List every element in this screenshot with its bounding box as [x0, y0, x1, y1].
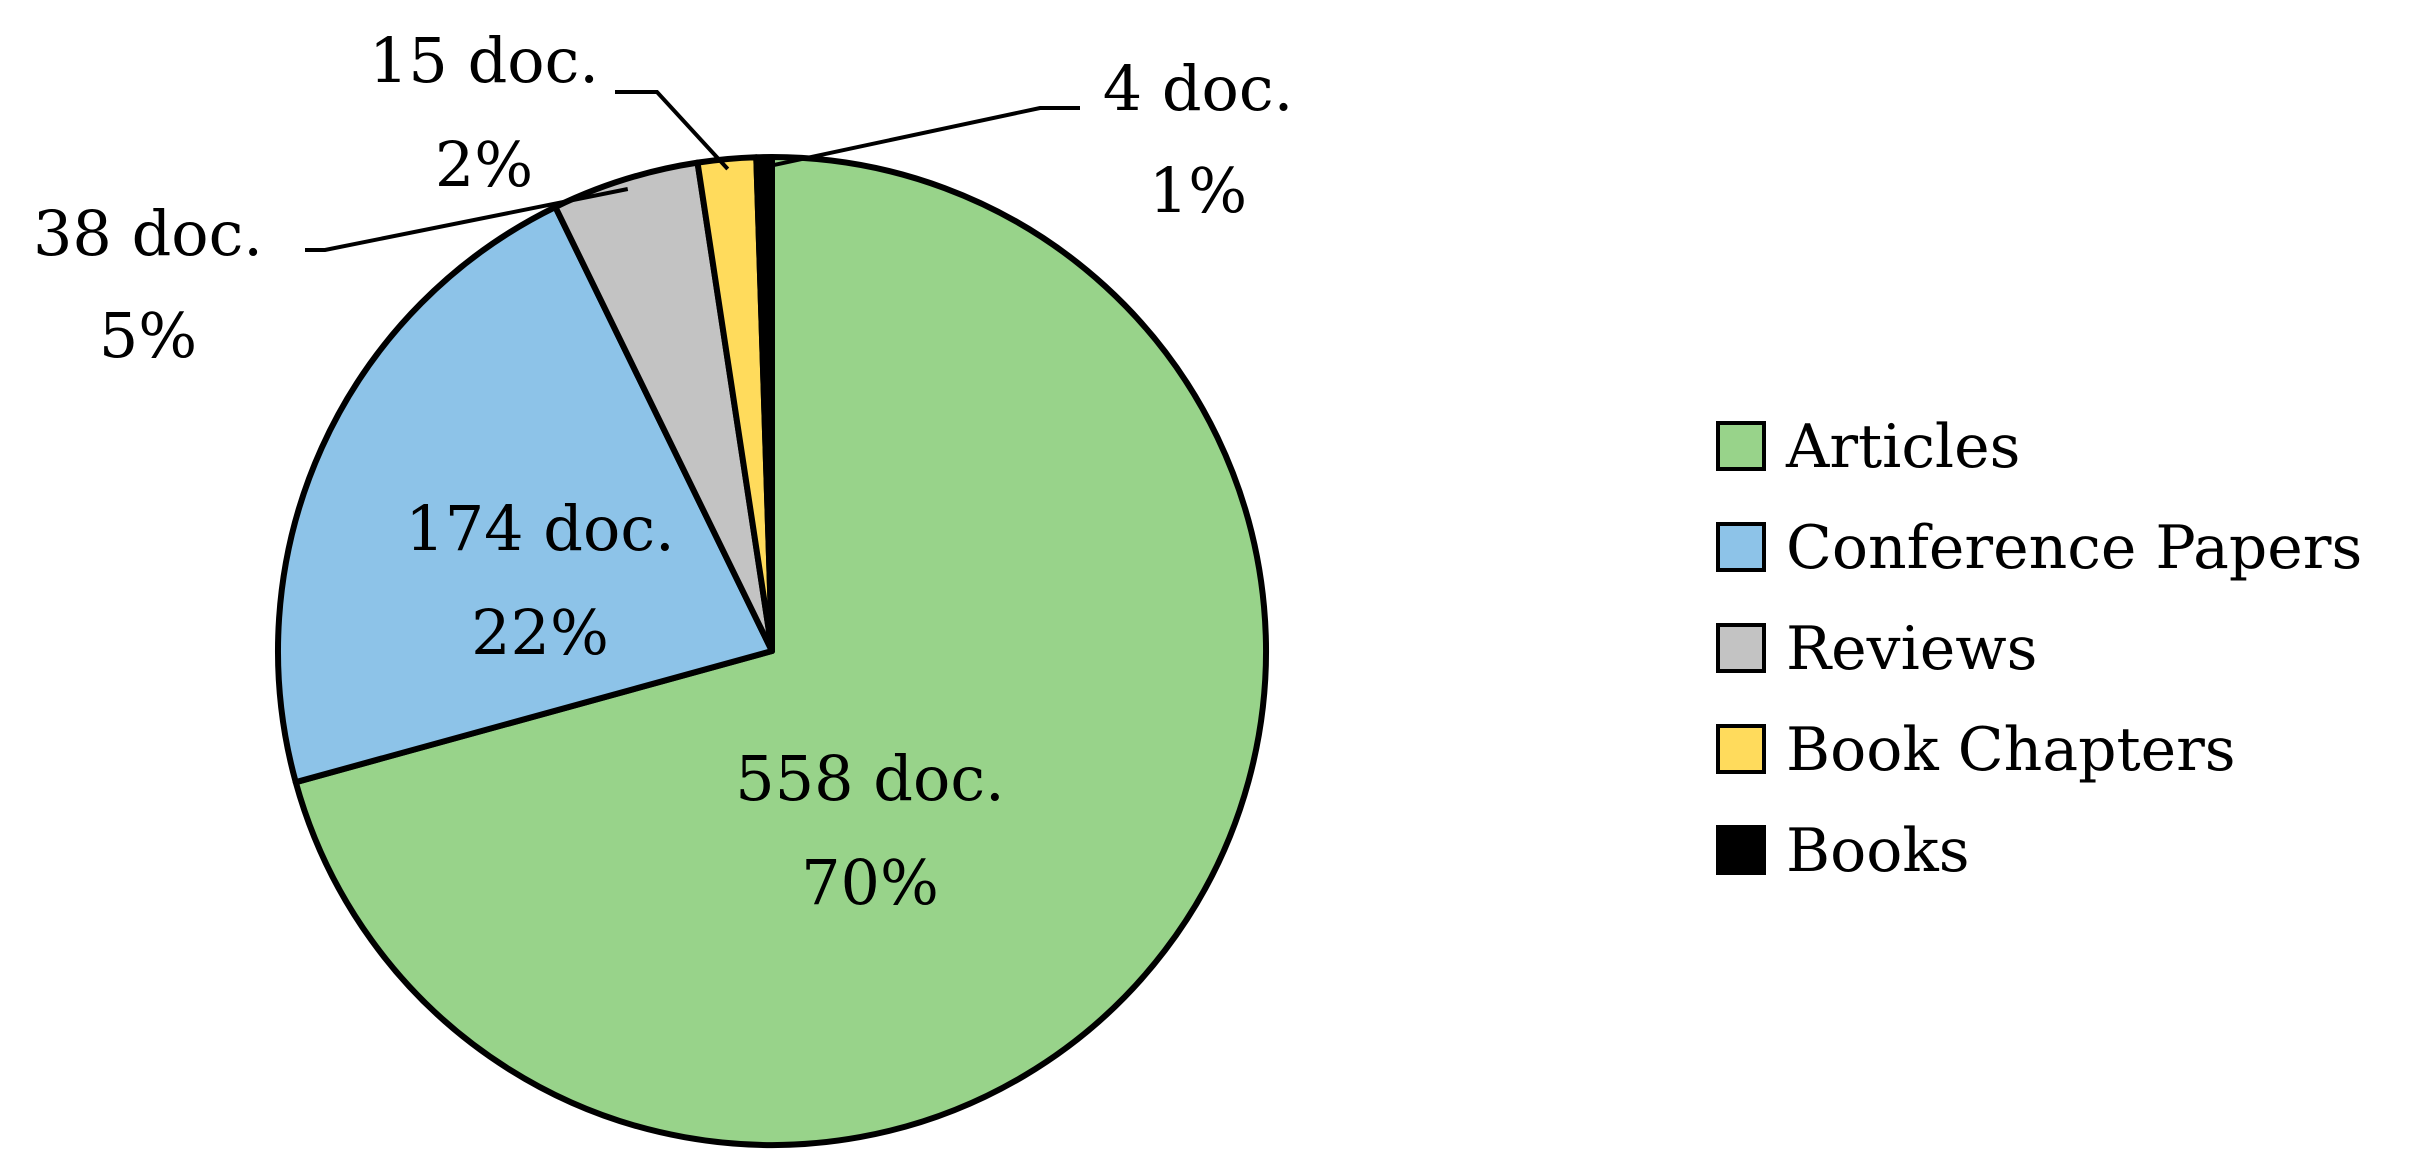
leader-line-reviews: [305, 187, 629, 252]
legend-swatch-book-chapters: [1716, 724, 1766, 774]
legend: Articles Conference Papers Reviews Book Cha…: [1716, 412, 2362, 886]
legend-swatch-articles: [1716, 421, 1766, 471]
legend-swatch-conference-papers: [1716, 522, 1766, 572]
legend-label-conference-papers: Conference Papers: [1786, 513, 2362, 583]
data-label-count-books: 4 doc.: [1103, 52, 1294, 125]
data-label-percent-articles: 70%: [801, 846, 939, 919]
leader-line-book-chapters: [615, 90, 730, 171]
data-labels-layer: 558 doc. 70% 174 doc. 22% 38 doc. 5% 15 doc. 2%…: [33, 24, 1293, 919]
data-label-percent-conference-papers: 22%: [471, 596, 609, 669]
legend-label-books: Books: [1786, 816, 1970, 886]
pie-slice-books: [753, 154, 775, 654]
leader-lines-layer: [305, 90, 1080, 252]
legend-label-articles: Articles: [1785, 412, 2020, 482]
pie-slice-articles: [292, 154, 1269, 1148]
data-label-percent-books: 1%: [1149, 154, 1247, 227]
legend-label-book-chapters: Book Chapters: [1786, 715, 2236, 785]
legend-swatch-reviews: [1716, 623, 1766, 673]
data-label-count-conference-papers: 174 doc.: [405, 492, 675, 565]
leader-line-books: [763, 106, 1080, 170]
data-label-percent-reviews: 5%: [99, 299, 197, 372]
data-label-count-articles: 558 doc.: [735, 742, 1005, 815]
legend-swatch-books: [1716, 825, 1766, 875]
legend-label-reviews: Reviews: [1786, 614, 2037, 684]
data-label-count-reviews: 38 doc.: [33, 197, 263, 270]
pie-slice-conference-papers: [275, 204, 775, 786]
data-label-percent-book-chapters: 2%: [435, 128, 533, 201]
slices-layer: [275, 154, 1269, 1148]
data-label-count-book-chapters: 15 doc.: [369, 24, 599, 97]
